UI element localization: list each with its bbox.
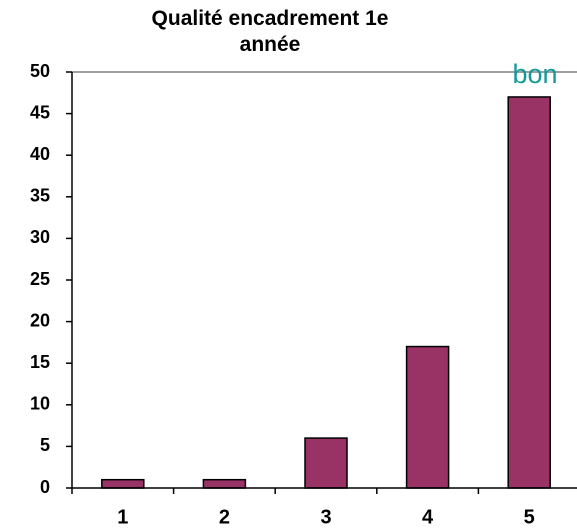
y-tick-label: 25 — [30, 269, 50, 289]
bar — [507, 96, 551, 489]
y-tick-label: 50 — [30, 61, 50, 81]
x-tick-label: 5 — [524, 506, 535, 528]
y-tick-label: 0 — [40, 477, 50, 497]
bar — [101, 478, 145, 489]
x-tick-label: 1 — [117, 506, 128, 528]
y-tick-label: 20 — [30, 310, 50, 330]
x-tick-label: 3 — [320, 506, 331, 528]
y-tick-label: 15 — [30, 352, 50, 372]
x-tick-label: 2 — [219, 506, 230, 528]
y-tick-label: 40 — [30, 144, 50, 164]
bar — [202, 478, 247, 489]
y-tick-label: 35 — [30, 186, 50, 206]
y-tick-label: 45 — [30, 102, 50, 122]
y-tick-label: 5 — [40, 435, 50, 455]
chart-title: Qualité encadrement 1e année — [151, 7, 389, 56]
bar — [304, 437, 348, 489]
y-tick-label: 30 — [30, 227, 50, 247]
bar — [405, 345, 450, 489]
annotation: bon — [512, 59, 557, 89]
y-tick-label: 10 — [30, 394, 50, 414]
x-tick-label: 4 — [422, 506, 434, 528]
